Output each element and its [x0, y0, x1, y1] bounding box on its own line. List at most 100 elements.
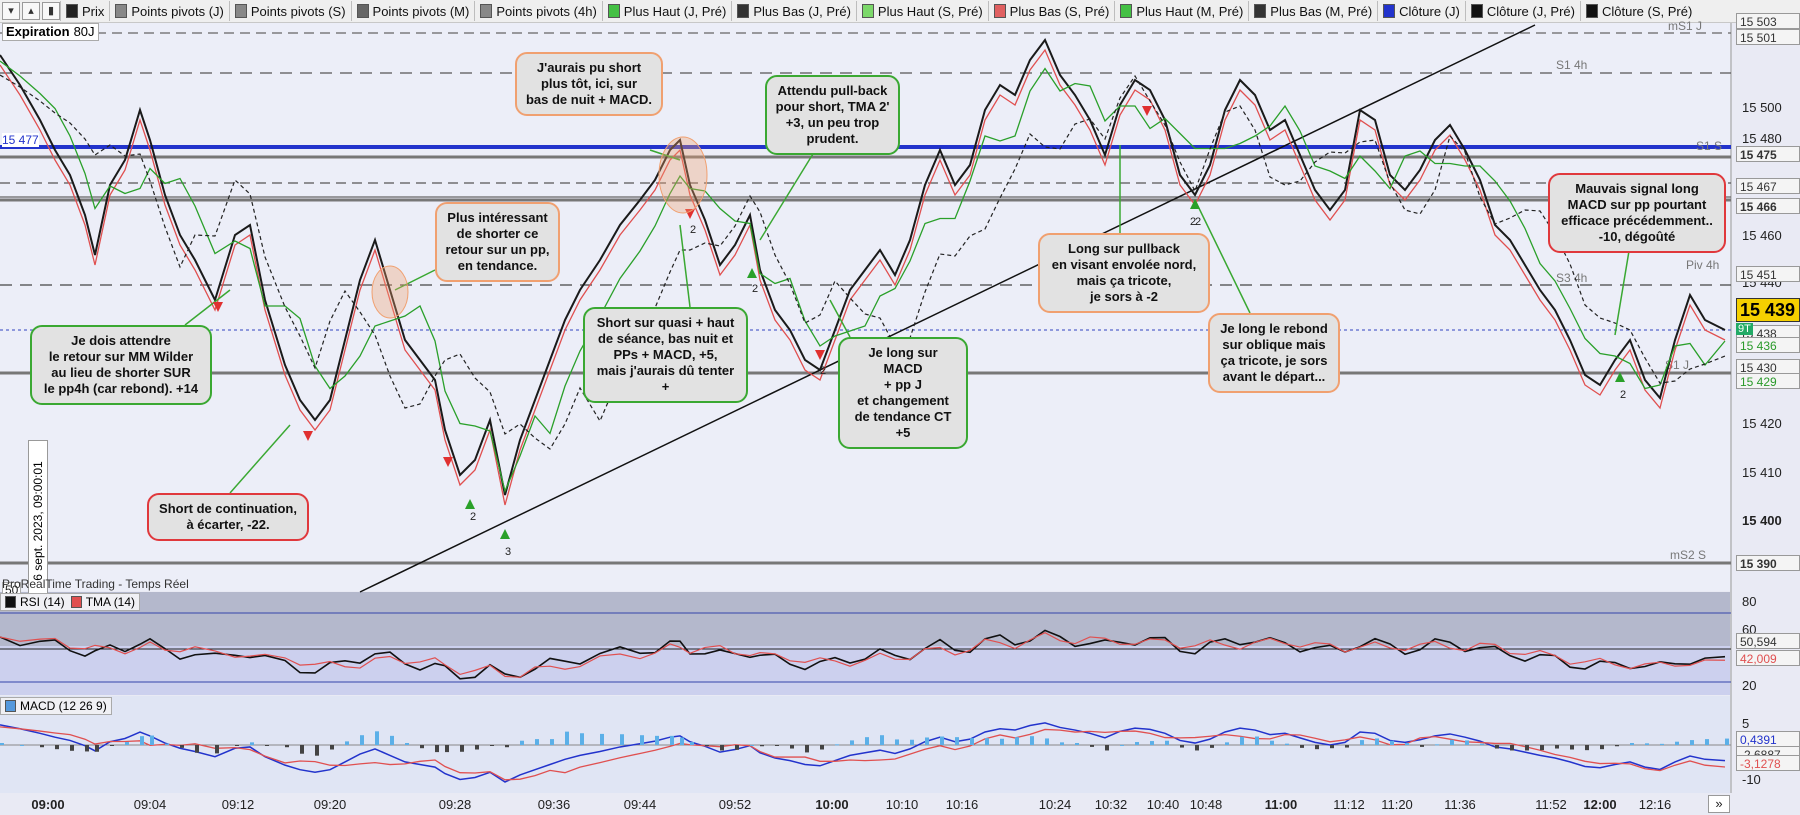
legend-label: Plus Bas (S, Pré) [1009, 3, 1110, 19]
legend-swatch [66, 4, 78, 18]
macd-histogram-bar [235, 745, 239, 746]
sell-arrow-icon [213, 302, 223, 312]
legend-swatch [1120, 4, 1133, 18]
sell-arrow-icon [443, 457, 453, 467]
time-tick: 09:36 [537, 797, 571, 812]
macd-histogram-bar [565, 731, 569, 745]
macd-histogram-bar [1600, 745, 1604, 750]
macd-histogram-bar [110, 745, 114, 746]
legend-item-11[interactable]: Clôture (J) [1377, 1, 1465, 21]
bar-chart-icon[interactable]: ▮ [42, 2, 60, 20]
legend-item-4[interactable]: Points pivots (4h) [474, 1, 601, 21]
trade-count-label: 2 [1620, 389, 1626, 401]
current-price-prefix: 9T [1736, 323, 1753, 335]
trade-annotation: Short sur quasi + haut de séance, bas nu… [583, 307, 748, 403]
red-triangle-icon[interactable]: ▾ [2, 2, 20, 20]
time-tick: 10:32 [1094, 797, 1128, 812]
time-tick: 09:44 [623, 797, 657, 812]
macd-histogram-bar [1570, 745, 1574, 750]
macd-histogram-bar [895, 739, 899, 745]
time-tick: 10:16 [945, 797, 979, 812]
histogram-value-tag: -3,1278 [1736, 755, 1800, 771]
annotation-pointer [679, 224, 691, 308]
legend-item-3[interactable]: Points pivots (M) [350, 1, 475, 21]
legend-swatch [861, 4, 874, 18]
macd-histogram-bar [1120, 744, 1124, 746]
macd-histogram-bar [910, 739, 914, 745]
macd-histogram-bar [1405, 743, 1409, 745]
current-price-tag: 15 439 [1736, 298, 1800, 322]
legend-item-8[interactable]: Plus Bas (S, Pré) [987, 1, 1115, 21]
legend-item-5[interactable]: Plus Haut (J, Pré) [601, 1, 732, 21]
level-label: S1 J [1665, 358, 1689, 372]
buy-arrow-icon [747, 268, 757, 278]
macd-histogram-bar [640, 735, 644, 745]
wilder-ma-line [0, 74, 1726, 450]
macd-histogram-bar [600, 733, 604, 745]
macd-tick-minus10: -10 [1742, 772, 1761, 787]
legend-item-2[interactable]: Points pivots (S) [228, 1, 351, 21]
rsi-tick-80: 80 [1742, 594, 1757, 609]
trade-annotation: Attendu pull-back pour short, TMA 2' +3,… [765, 75, 900, 155]
macd-histogram-bar [55, 745, 59, 750]
price-tick: 15 410 [1742, 465, 1782, 480]
annotation-pointer [649, 149, 681, 161]
legend-label: Points pivots (S) [250, 3, 346, 19]
annotation-pointer [829, 299, 851, 338]
macd-histogram-bar [1390, 740, 1394, 745]
macd-histogram-bar [1060, 742, 1064, 745]
level-label: S3 4h [1556, 271, 1587, 285]
sell-arrow-icon [815, 350, 825, 360]
macd-histogram-bar [265, 745, 269, 746]
legend-swatch [356, 4, 369, 18]
scroll-right-button[interactable]: » [1708, 795, 1730, 813]
macd-label: MACD (12 26 9) [20, 699, 107, 713]
macd-histogram-bar [435, 745, 439, 753]
legend-swatch [993, 4, 1006, 18]
macd-histogram-bar [1315, 745, 1319, 750]
sell-arrow-icon [1142, 106, 1152, 116]
trade-annotation: Short de continuation, à écarter, -22. [147, 493, 309, 541]
legend-item-1[interactable]: Points pivots (J) [109, 1, 228, 21]
watermark: ProRealTime Trading - Temps Réel [2, 577, 189, 591]
expiry-box: Expiration 80J [2, 23, 99, 41]
macd-histogram-bar [125, 742, 129, 745]
buy-arrow-icon [465, 499, 475, 509]
expiry-label: Expiration [6, 24, 70, 39]
macd-histogram-bar [1645, 743, 1649, 745]
annotation-pointer [184, 289, 231, 326]
legend-swatch [1383, 4, 1396, 18]
legend-swatch [1585, 4, 1598, 18]
legend-item-13[interactable]: Clôture (S, Pré) [1579, 1, 1697, 21]
macd-histogram-bar [1225, 742, 1229, 745]
macd-histogram-bar [1075, 743, 1079, 745]
macd-histogram-bar [505, 745, 509, 748]
trade-annotation: Long sur pullback en visant envolée nord… [1038, 233, 1210, 313]
macd-histogram-bar [970, 738, 974, 745]
macd-histogram-bar [1615, 745, 1619, 747]
tma-swatch [70, 596, 82, 608]
time-tick: 10:10 [885, 797, 919, 812]
green-triangle-icon[interactable]: ▴ [22, 2, 40, 20]
trade-annotation: Plus intéressant de shorter ce retour su… [435, 202, 560, 282]
macd-histogram-bar [300, 745, 304, 754]
macd-histogram-bar [1135, 742, 1139, 745]
legend-item-6[interactable]: Plus Bas (J, Pré) [731, 1, 856, 21]
legend-swatch [234, 4, 247, 18]
level-label: Piv 4h [1686, 258, 1719, 272]
time-tick: 11:00 [1264, 797, 1298, 812]
time-tick: 10:24 [1038, 797, 1072, 812]
legend-item-12[interactable]: Clôture (J, Pré) [1464, 1, 1580, 21]
macd-histogram-bar [820, 745, 824, 750]
macd-histogram-bar [985, 738, 989, 745]
trade-annotation: Je long le rebond sur oblique mais ça tr… [1208, 313, 1340, 393]
legend-item-9[interactable]: Plus Haut (M, Pré) [1114, 1, 1248, 21]
legend-item-0[interactable]: Prix [60, 1, 109, 21]
macd-line [0, 722, 1726, 783]
legend-item-7[interactable]: Plus Haut (S, Pré) [855, 1, 988, 21]
macd-histogram-bar [1420, 745, 1424, 747]
legend-item-10[interactable]: Plus Bas (M, Pré) [1248, 1, 1377, 21]
macd-histogram-bar [1495, 745, 1499, 749]
rsi-upper-band [0, 592, 1730, 646]
macd-histogram-bar [1360, 740, 1364, 745]
